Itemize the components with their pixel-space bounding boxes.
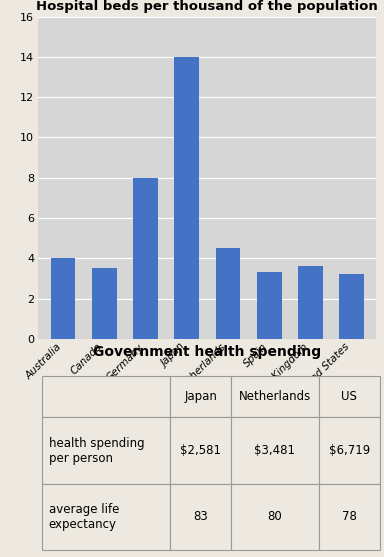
Bar	[319, 376, 380, 418]
Bar	[170, 418, 231, 483]
Bar	[339, 275, 364, 339]
Bar	[231, 483, 319, 550]
Bar	[170, 376, 231, 418]
Bar	[298, 266, 323, 339]
Text: 83: 83	[193, 510, 208, 524]
Bar	[51, 258, 76, 339]
Text: average life
expectancy: average life expectancy	[48, 503, 119, 531]
Bar	[319, 418, 380, 483]
Bar	[319, 483, 380, 550]
Bar	[215, 248, 240, 339]
Bar	[174, 57, 199, 339]
Title: Hospital beds per thousand of the population: Hospital beds per thousand of the popula…	[36, 0, 378, 13]
Text: US: US	[341, 390, 357, 403]
Text: $3,481: $3,481	[255, 444, 295, 457]
Text: 78: 78	[342, 510, 357, 524]
Bar	[42, 418, 170, 483]
Bar	[170, 483, 231, 550]
Bar	[257, 272, 281, 339]
Text: health spending
per person: health spending per person	[48, 437, 144, 465]
Text: $6,719: $6,719	[329, 444, 370, 457]
Text: $2,581: $2,581	[180, 444, 221, 457]
Text: Netherlands: Netherlands	[239, 390, 311, 403]
Bar	[92, 268, 117, 339]
Bar	[231, 376, 319, 418]
Text: Government health spending: Government health spending	[93, 345, 321, 359]
Text: 80: 80	[268, 510, 282, 524]
Bar	[133, 178, 158, 339]
Text: Japan: Japan	[184, 390, 217, 403]
Bar	[42, 483, 170, 550]
Bar	[42, 376, 170, 418]
Bar	[231, 418, 319, 483]
